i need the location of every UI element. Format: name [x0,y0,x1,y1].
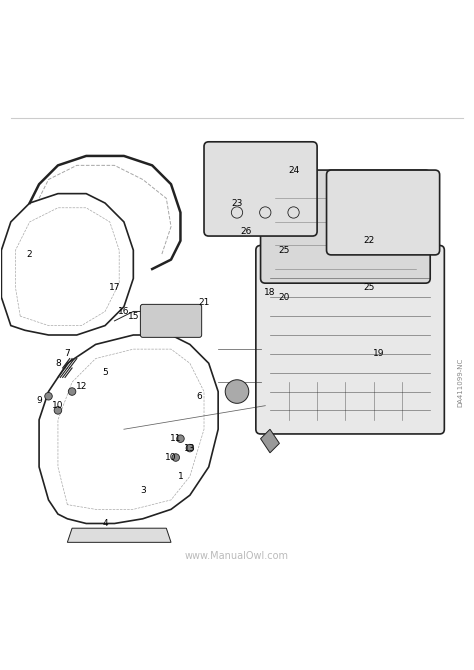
Text: 1: 1 [178,472,183,481]
Text: 21: 21 [198,297,210,306]
Polygon shape [67,528,171,542]
Circle shape [68,388,76,395]
Text: 26: 26 [241,227,252,236]
Circle shape [45,393,52,400]
Text: 10: 10 [52,401,64,410]
Text: 24: 24 [288,165,299,175]
FancyBboxPatch shape [327,170,439,255]
Circle shape [172,454,180,461]
Text: 19: 19 [373,349,384,358]
Text: 15: 15 [128,312,139,321]
FancyBboxPatch shape [204,142,317,236]
Text: DA411099-NC: DA411099-NC [457,358,463,407]
Text: 23: 23 [231,198,243,208]
Text: 17: 17 [109,283,120,292]
Circle shape [186,444,194,452]
Text: 3: 3 [140,486,146,495]
Text: www.ManualOwl.com: www.ManualOwl.com [185,551,289,561]
Text: 6: 6 [196,392,202,401]
Text: 25: 25 [278,246,290,255]
Circle shape [225,380,249,403]
Text: 16: 16 [118,307,130,316]
Text: 18: 18 [264,288,276,297]
Text: 7: 7 [64,349,70,358]
Text: 20: 20 [278,293,290,302]
Text: 5: 5 [102,369,108,377]
FancyBboxPatch shape [140,304,201,338]
Text: 4: 4 [102,519,108,528]
Text: 11: 11 [170,434,182,443]
Text: 22: 22 [363,237,374,245]
Polygon shape [261,429,279,453]
Text: 12: 12 [76,383,87,391]
FancyBboxPatch shape [261,170,430,283]
Text: 8: 8 [55,358,61,368]
Text: 13: 13 [184,444,196,453]
Text: 10: 10 [165,453,177,462]
Circle shape [177,435,184,442]
Circle shape [54,407,62,414]
FancyBboxPatch shape [256,245,444,434]
Text: 25: 25 [363,283,374,292]
Text: 2: 2 [27,251,33,259]
Text: 9: 9 [36,397,42,405]
